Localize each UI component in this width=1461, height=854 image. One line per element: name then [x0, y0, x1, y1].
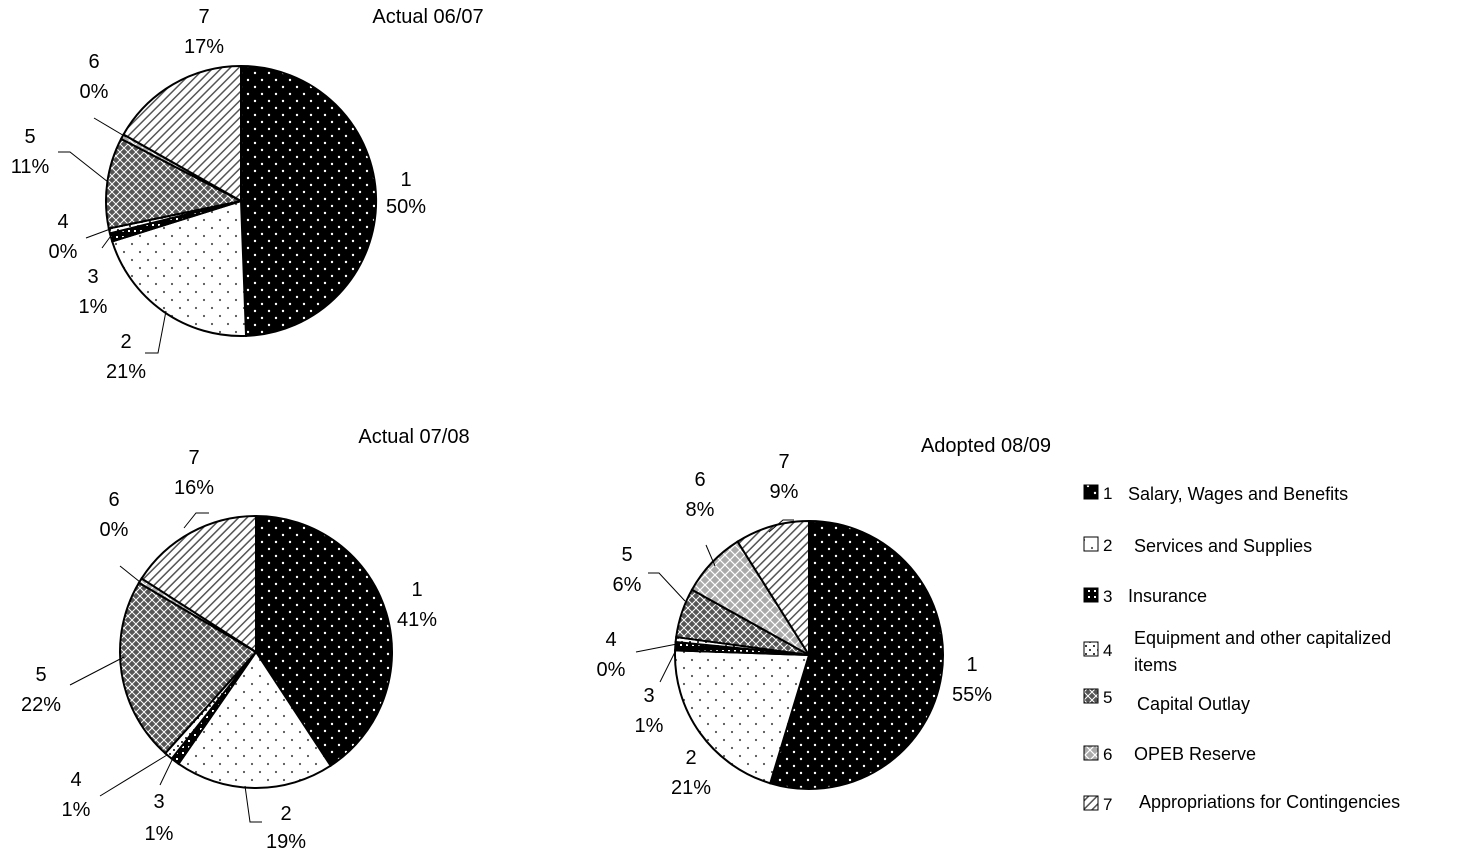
- data-label-2: 2 21%: [106, 331, 146, 383]
- legend-swatch-5: [1083, 688, 1099, 704]
- data-label-7: 7 9%: [770, 451, 799, 503]
- data-label-5: 5 11%: [11, 126, 50, 178]
- pie-slice-1: [768, 519, 944, 790]
- data-label-1: 1 41%: [397, 579, 437, 631]
- leader-line-2: [145, 310, 167, 354]
- pie-slice-2: [674, 649, 811, 785]
- legend-item-3: 3 Insurance: [1083, 586, 1207, 606]
- data-label-6: 6 0%: [80, 51, 109, 103]
- legend-item-5: 5 Capital Outlay: [1083, 688, 1250, 714]
- legend-label-2: Services and Supplies: [1134, 536, 1312, 556]
- leader-line-6: [119, 565, 141, 583]
- leader-lines: [69, 512, 262, 823]
- legend-number-5: 5: [1103, 688, 1112, 707]
- leader-line-3: [159, 757, 174, 786]
- legend-number-3: 3: [1103, 587, 1112, 606]
- pie-slice-7: [736, 519, 810, 659]
- legend-swatch-7: [1083, 795, 1099, 811]
- pie-slices: [119, 514, 394, 789]
- legend-label-5: Capital Outlay: [1137, 694, 1250, 714]
- legend-number-1: 1: [1103, 484, 1112, 503]
- leader-lines: [635, 519, 794, 683]
- chart-legend: 1 Salary, Wages and Benefits 2 Services …: [1083, 484, 1400, 814]
- legend-label-7: Appropriations for Contingencies: [1139, 792, 1400, 812]
- pie-chart-actual-0607: Actual 06/07 1 50% 2 21% 3 1% 4 0% 5 11% 6 0% …: [11, 6, 484, 383]
- data-label-5: 5 22%: [21, 664, 61, 716]
- leader-lines: [58, 117, 167, 354]
- legend-label-6: OPEB Reserve: [1134, 744, 1256, 764]
- data-label-4: 4 1%: [62, 769, 91, 821]
- leader-line-4: [635, 643, 678, 653]
- legend-item-7: 7 Appropriations for Contingencies: [1083, 792, 1400, 814]
- leader-line-7: [768, 519, 794, 533]
- legend-number-4: 4: [1103, 641, 1112, 660]
- pie-chart-actual-0708: Actual 07/08 1 41% 2 19% 3 1% 4 1% 5 22% 6 0% …: [21, 426, 470, 853]
- legend-swatch-6: [1083, 745, 1099, 761]
- pie-slice-7: [140, 514, 257, 654]
- leader-line-3: [101, 232, 114, 249]
- data-label-1: 1 50%: [386, 169, 426, 218]
- leader-line-5: [648, 572, 686, 602]
- data-label-3: 3 1%: [145, 791, 174, 845]
- pie-slice-5: [119, 581, 258, 755]
- data-label-2: 2 19%: [266, 803, 306, 853]
- leader-line-6: [705, 544, 716, 567]
- data-label-4: 4 0%: [49, 211, 78, 263]
- pie-chart-adopted-0809: Adopted 08/09 1 55% 2 21% 3 1% 4 0% 5 6% 6 8% …: [597, 435, 1052, 799]
- data-label-1: 1 55%: [952, 654, 992, 706]
- pie-slice-2: [110, 199, 248, 337]
- legend-swatch-3: [1083, 587, 1099, 603]
- leader-line-6: [93, 117, 127, 138]
- pie-slice-1: [240, 64, 378, 337]
- pie-slices: [674, 519, 944, 790]
- leader-line-7: [183, 512, 209, 529]
- data-label-5: 5 6%: [613, 544, 642, 596]
- legend-swatch-1: [1083, 484, 1099, 500]
- leader-line-3: [659, 647, 678, 683]
- legend-item-6: 6 OPEB Reserve: [1083, 744, 1256, 764]
- legend-item-2: 2 Services and Supplies: [1083, 536, 1312, 556]
- leader-line-2: [244, 785, 262, 823]
- legend-item-1: 1 Salary, Wages and Benefits: [1083, 484, 1348, 504]
- chart-title: Actual 06/07: [372, 6, 483, 28]
- data-label-7: 7 17%: [184, 6, 224, 58]
- chart-title: Actual 07/08: [358, 426, 469, 448]
- legend-number-2: 2: [1103, 536, 1112, 555]
- pie-slice-2: [177, 650, 333, 789]
- chart-title: Adopted 08/09: [921, 435, 1051, 457]
- legend-number-7: 7: [1103, 795, 1112, 814]
- legend-swatch-2: [1083, 536, 1099, 552]
- pie-slice-5: [104, 137, 244, 230]
- leader-line-5: [58, 151, 109, 183]
- data-label-4: 4 0%: [597, 629, 626, 681]
- data-label-2: 2 21%: [671, 747, 711, 799]
- legend-label-4: Equipment and other capitalized items: [1134, 628, 1391, 675]
- pie-slice-7: [122, 64, 242, 203]
- data-label-6: 6 8%: [686, 469, 715, 521]
- data-label-3: 3 1%: [79, 266, 108, 318]
- legend-label-3: Insurance: [1128, 586, 1207, 606]
- leader-line-4: [99, 754, 168, 797]
- pie-slices: [104, 64, 378, 337]
- data-label-3: 3 1%: [635, 685, 664, 737]
- legend-number-6: 6: [1103, 745, 1112, 764]
- data-label-6: 6 0%: [100, 489, 129, 541]
- leader-line-4: [85, 227, 114, 239]
- leader-line-5: [69, 656, 125, 686]
- legend-swatch-4: [1083, 641, 1099, 657]
- legend-item-4: 4 Equipment and other capitalized items: [1083, 628, 1391, 675]
- legend-label-1: Salary, Wages and Benefits: [1128, 484, 1348, 504]
- data-label-7: 7 16%: [174, 447, 214, 499]
